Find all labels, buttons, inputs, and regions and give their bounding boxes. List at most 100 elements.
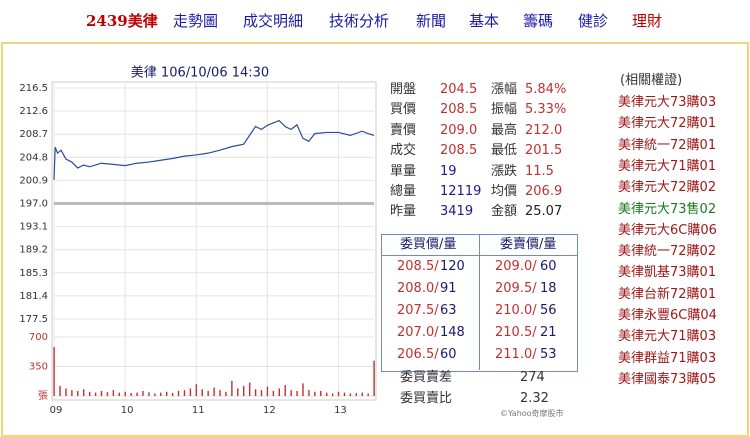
y-tick-label: 185.3 xyxy=(19,268,48,279)
bid-price: 207.5/ xyxy=(397,303,439,318)
quote-label: 均價 xyxy=(491,184,518,199)
quote-label: 漲跌 xyxy=(491,163,518,179)
warrant-link[interactable]: 美律元大72購01 xyxy=(618,116,717,132)
volume-bar xyxy=(219,390,221,396)
y-tick-label: 197.0 xyxy=(19,199,48,210)
order-header: 委賣價/量 xyxy=(500,237,557,252)
ask-price: 209.5/ xyxy=(495,281,537,296)
bid-volume: 60 xyxy=(440,347,457,362)
quote-value: 19 xyxy=(440,163,457,179)
volume-bar xyxy=(355,393,358,396)
quote-value: 201.5 xyxy=(525,143,563,159)
bid-price: 207.0/ xyxy=(397,325,439,340)
quote-value: 206.9 xyxy=(525,184,563,199)
x-tick-label: 10 xyxy=(121,405,134,416)
nav-link[interactable]: 理財 xyxy=(632,12,663,30)
quote-value: 204.5 xyxy=(440,82,478,97)
ask-volume: 53 xyxy=(540,347,557,362)
nav-link[interactable]: 健診 xyxy=(578,12,609,30)
volume-bar xyxy=(88,391,91,396)
nav-link[interactable]: 成交明細 xyxy=(243,12,304,30)
quote-label: 最高 xyxy=(491,122,518,138)
volume-bar xyxy=(154,393,156,396)
order-footer-label: 委買賣差 xyxy=(400,370,453,385)
ask-price: 210.0/ xyxy=(495,303,537,318)
volume-bar xyxy=(266,386,269,396)
quote-value: 3419 xyxy=(440,204,474,220)
bid-volume: 120 xyxy=(440,259,465,274)
volume-bar xyxy=(201,389,203,396)
volume-bar xyxy=(373,360,375,396)
quote-value: 12119 xyxy=(440,184,482,199)
warrant-link[interactable]: 美律凱基73購01 xyxy=(618,265,717,281)
ask-volume: 21 xyxy=(540,325,557,340)
warrant-link[interactable]: 美律台新72購01 xyxy=(618,286,717,302)
volume-bar xyxy=(320,390,322,396)
volume-bar xyxy=(254,389,257,396)
quote-value: 208.5 xyxy=(440,102,478,118)
warrant-link[interactable]: 美律元大71購03 xyxy=(618,329,717,345)
warrants-title: (相關權證) xyxy=(620,73,683,88)
plot-frame xyxy=(51,81,377,401)
quote-label: 振幅 xyxy=(491,102,518,118)
quote-label: 單量 xyxy=(390,163,417,179)
volume-bar xyxy=(71,390,73,396)
x-tick-label: 11 xyxy=(192,405,205,416)
warrant-link[interactable]: 美律統一72購02 xyxy=(618,244,717,260)
warrant-link[interactable]: 美律元大72購02 xyxy=(618,180,717,196)
quote-label: 最低 xyxy=(491,143,518,159)
order-header: 委買價/量 xyxy=(400,237,457,252)
nav-stock[interactable]: 2439美律 xyxy=(86,12,158,30)
chart-title: 美律 106/10/06 14:30 xyxy=(131,66,269,81)
volume-bar xyxy=(83,389,85,396)
quote-label: 賣價 xyxy=(390,122,417,138)
volume-bar xyxy=(213,387,215,396)
quote-label: 總量 xyxy=(390,184,417,199)
bid-price: 208.0/ xyxy=(397,281,439,296)
ask-price: 209.0/ xyxy=(495,259,537,274)
divider xyxy=(479,234,480,370)
quote-label: 昨量 xyxy=(390,204,417,220)
warrant-link[interactable]: 美律元大6C購06 xyxy=(618,222,717,238)
warrant-link[interactable]: 美律元大71購01 xyxy=(618,158,717,174)
volume-bar xyxy=(337,391,340,396)
ask-volume: 60 xyxy=(540,259,557,274)
volume-bar xyxy=(260,390,263,396)
warrant-link[interactable]: 美律元大73購03 xyxy=(618,95,717,110)
volume-bar xyxy=(296,390,298,396)
nav-link[interactable]: 籌碼 xyxy=(523,12,554,30)
order-footer-value: 274 xyxy=(520,370,545,385)
volume-tick-label: 張 xyxy=(38,390,48,402)
quote-value: 5.84% xyxy=(525,82,567,97)
warrant-link[interactable]: 美律元大73售02 xyxy=(618,201,717,217)
nav-link[interactable]: 走勢圖 xyxy=(173,12,219,30)
bid-price: 206.5/ xyxy=(397,347,439,362)
quote-label: 漲幅 xyxy=(491,82,518,97)
volume-bar xyxy=(290,390,292,396)
warrant-link[interactable]: 美律永豐6C購04 xyxy=(618,308,717,323)
volume-bar xyxy=(160,392,162,396)
warrant-link[interactable]: 美律國泰73購05 xyxy=(618,371,717,387)
volume-bar xyxy=(302,383,304,396)
quote-panel xyxy=(1,42,749,437)
volume-bar xyxy=(207,390,209,396)
warrant-link[interactable]: 美律統一72購01 xyxy=(618,137,717,153)
volume-bar xyxy=(112,390,115,396)
volume-bar xyxy=(65,388,67,396)
volume-bar xyxy=(124,391,126,396)
y-tick-label: 200.9 xyxy=(19,175,48,186)
ask-price: 210.5/ xyxy=(495,325,537,340)
volume-bar xyxy=(225,391,227,396)
volume-tick-label: 700 xyxy=(29,332,48,343)
bid-price: 208.5/ xyxy=(397,259,439,274)
volume-bar xyxy=(361,392,363,396)
nav-link[interactable]: 新聞 xyxy=(416,12,447,30)
y-tick-label: 181.4 xyxy=(19,291,48,302)
nav-link[interactable]: 技術分析 xyxy=(329,12,390,30)
nav-link[interactable]: 基本 xyxy=(469,12,500,30)
quote-value: 209.0 xyxy=(440,122,478,138)
chart: 美律 106/10/06 14:30 216.5 212.6 208.7 204.8 20… xyxy=(19,66,377,416)
warrant-link[interactable]: 美律群益71購03 xyxy=(618,350,717,366)
quote-label: 成交 xyxy=(390,143,417,159)
